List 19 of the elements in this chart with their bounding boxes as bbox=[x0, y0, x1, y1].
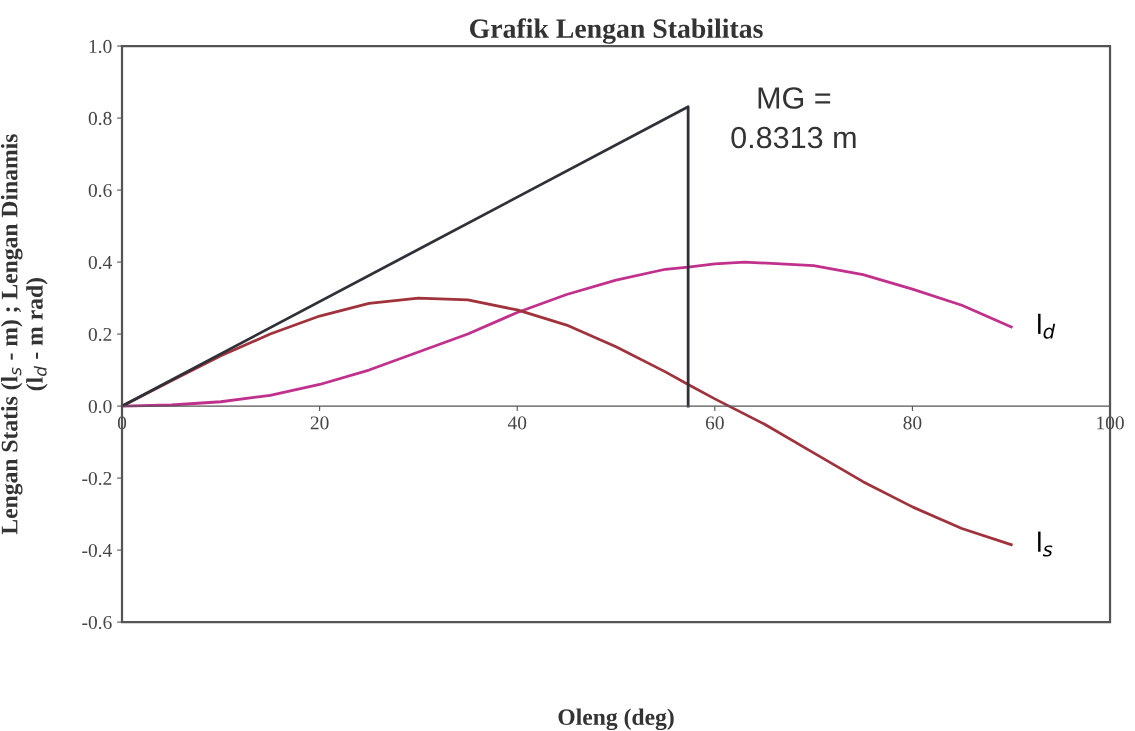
series-label: l$_{s}$ bbox=[1038, 531, 1053, 557]
x-tick-label: 60 bbox=[705, 416, 724, 430]
series-label: l$_{d}$ bbox=[1038, 313, 1056, 339]
x-axis-title: Oleng (deg) bbox=[558, 708, 674, 731]
y-tick-label: 0.2 bbox=[88, 327, 112, 342]
y-tick-label: 0.4 bbox=[88, 255, 112, 270]
y-axis-title: Lengan Statis (l$_{s}$ - m) ; Lengan Dinamis (l$_{d}$ - m rad) bbox=[0, 134, 48, 535]
y-tick-label: 0.8 bbox=[88, 111, 112, 126]
y-tick-label: 0.0 bbox=[88, 399, 112, 414]
y-tick-label: 1.0 bbox=[89, 39, 112, 54]
y-tick-label: -0.6 bbox=[82, 615, 112, 630]
annotation: MG = 0.8313 m bbox=[731, 87, 856, 149]
x-tick-label: 20 bbox=[310, 416, 329, 430]
y-tick-label: 0.6 bbox=[88, 183, 112, 198]
x-tick-label: 80 bbox=[903, 416, 922, 430]
chart-title: Grafik Lengan Stabilitas bbox=[469, 18, 763, 44]
y-tick-label: -0.2 bbox=[82, 471, 112, 486]
x-tick-label: 40 bbox=[507, 416, 527, 430]
y-tick-label: -0.4 bbox=[82, 543, 112, 558]
